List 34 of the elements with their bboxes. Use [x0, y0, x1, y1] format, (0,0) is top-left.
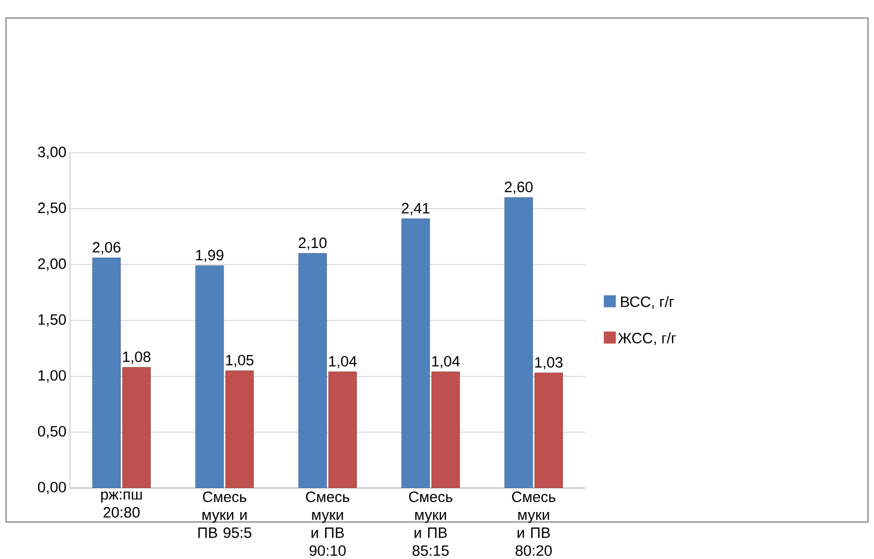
legend-label: ЖСС, г/г [618, 332, 676, 346]
x-tick-label: Смесь муки и ПВ 85:15 [409, 491, 452, 556]
data-label: 2,10 [298, 237, 327, 250]
y-tick-label: 2,50 [38, 202, 66, 215]
data-label: 1,05 [226, 354, 254, 368]
y-tick-label: 0,50 [38, 426, 66, 438]
data-label: 1,03 [535, 356, 563, 370]
data-label: 1,08 [123, 351, 150, 364]
bar [298, 253, 327, 488]
y-tick-label: 1,00 [38, 370, 66, 382]
data-label: 1,04 [432, 356, 460, 368]
legend-label: ВСС, г/г [621, 296, 674, 309]
x-tick-label: Смесь муки и ПВ 90:10 [306, 491, 350, 556]
data-label: 1,99 [196, 250, 224, 262]
bar [431, 372, 460, 488]
y-tick-label: 0,00 [38, 482, 66, 494]
x-tick-label: рж:пш 20:80 [101, 491, 142, 518]
data-label: 2,41 [402, 202, 430, 216]
bar [92, 258, 121, 488]
data-label: 1,04 [329, 356, 357, 368]
bar [328, 372, 357, 488]
bar [504, 197, 533, 488]
bar [225, 370, 254, 488]
data-label: 2,60 [504, 182, 533, 194]
bar [122, 367, 151, 488]
bar [401, 218, 430, 488]
x-tick-label: Смесь муки и ПВ 80:20 [512, 491, 556, 556]
data-label: 2,06 [92, 242, 120, 254]
y-tick-label: 3,00 [38, 146, 66, 159]
bar [534, 372, 563, 488]
y-tick-label: 2,00 [38, 258, 66, 271]
bar [195, 265, 224, 488]
y-tick-label: 1,50 [38, 314, 66, 326]
x-tick-label: Смесь муки и ПВ 95:5 [198, 491, 252, 538]
